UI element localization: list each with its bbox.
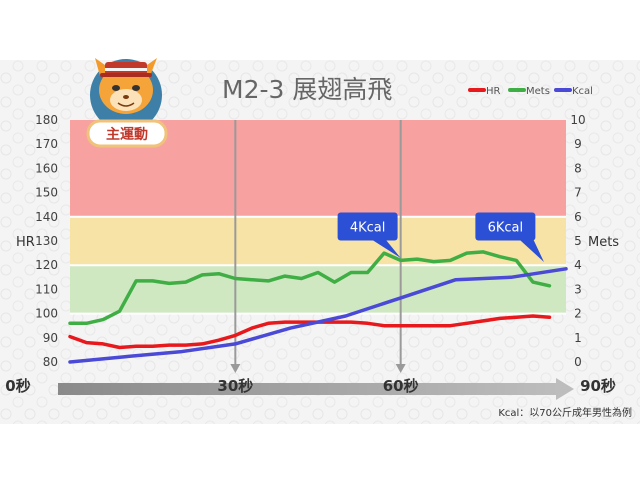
time-arrow bbox=[58, 378, 574, 400]
right-tick-label: 5 bbox=[574, 234, 582, 248]
series-line-kcal bbox=[68, 267, 568, 364]
timeline-label: 90秒 bbox=[580, 377, 616, 395]
right-tick-label: 4 bbox=[574, 258, 582, 272]
mascot-badge: 主運動 bbox=[86, 58, 168, 148]
legend: HR Mets Kcal bbox=[468, 86, 593, 97]
timeline-label: 30秒 bbox=[217, 377, 253, 395]
left-tick-label: 90 bbox=[43, 331, 58, 345]
left-axis-ticks: 80 90 100 110 120 130 140 150 160 170 180 bbox=[35, 113, 58, 369]
left-axis-label: HR bbox=[16, 235, 35, 250]
left-tick-label: 80 bbox=[43, 355, 58, 369]
right-tick-label: 7 bbox=[574, 186, 582, 200]
right-tick-label: 2 bbox=[574, 307, 582, 321]
badge-pill bbox=[86, 119, 168, 148]
right-axis-ticks: 0 1 2 3 4 5 6 7 8 9 10 bbox=[570, 113, 585, 369]
left-tick-label: 140 bbox=[35, 210, 58, 224]
callout-pointer bbox=[371, 239, 401, 258]
left-tick-label: 150 bbox=[35, 186, 58, 200]
timeline-label: 0秒 bbox=[5, 377, 30, 395]
marker-arrow-30 bbox=[230, 364, 241, 373]
time-arrow-bar bbox=[58, 383, 560, 395]
time-markers bbox=[230, 120, 406, 373]
right-axis-label: Mets bbox=[588, 235, 619, 250]
right-tick-label: 10 bbox=[570, 113, 585, 127]
right-tick-label: 0 bbox=[574, 355, 582, 369]
left-tick-label: 170 bbox=[35, 137, 58, 151]
left-tick-label: 100 bbox=[35, 307, 58, 321]
legend-label-mets: Mets bbox=[526, 86, 550, 97]
right-tick-label: 3 bbox=[574, 282, 582, 296]
chart-title: M2-3 展翅高飛 bbox=[222, 75, 392, 104]
series-lines bbox=[68, 250, 568, 364]
left-tick-label: 160 bbox=[35, 161, 58, 175]
marker-arrow-60 bbox=[395, 364, 406, 373]
left-tick-label: 110 bbox=[35, 282, 58, 296]
timeline-label: 60秒 bbox=[383, 377, 419, 395]
timeline-labels: 0秒 30秒 60秒 90秒 bbox=[5, 377, 616, 395]
callout-box bbox=[475, 212, 536, 241]
callout-label: 6Kcal bbox=[488, 220, 524, 235]
time-arrow-head bbox=[556, 378, 574, 400]
callout-box bbox=[337, 212, 398, 241]
legend-label-hr: HR bbox=[486, 86, 501, 97]
series-line-mets bbox=[68, 250, 552, 326]
badge-label: 主運動 bbox=[106, 126, 148, 143]
right-tick-label: 6 bbox=[574, 210, 582, 224]
callout-label: 4Kcal bbox=[350, 220, 386, 235]
right-tick-label: 9 bbox=[574, 137, 582, 151]
left-tick-label: 180 bbox=[35, 113, 58, 127]
right-tick-label: 8 bbox=[574, 161, 582, 175]
kcal-callouts: 4Kcal 6Kcal bbox=[337, 212, 544, 262]
kcal-footnote: Kcal：以70公斤成年男性為例 bbox=[498, 406, 632, 419]
tiger-mascot-icon bbox=[95, 58, 157, 114]
right-tick-label: 1 bbox=[574, 331, 582, 345]
left-tick-label: 120 bbox=[35, 258, 58, 272]
callout-pointer bbox=[519, 239, 544, 262]
legend-label-kcal: Kcal bbox=[572, 86, 593, 97]
left-tick-label: 130 bbox=[35, 234, 58, 248]
